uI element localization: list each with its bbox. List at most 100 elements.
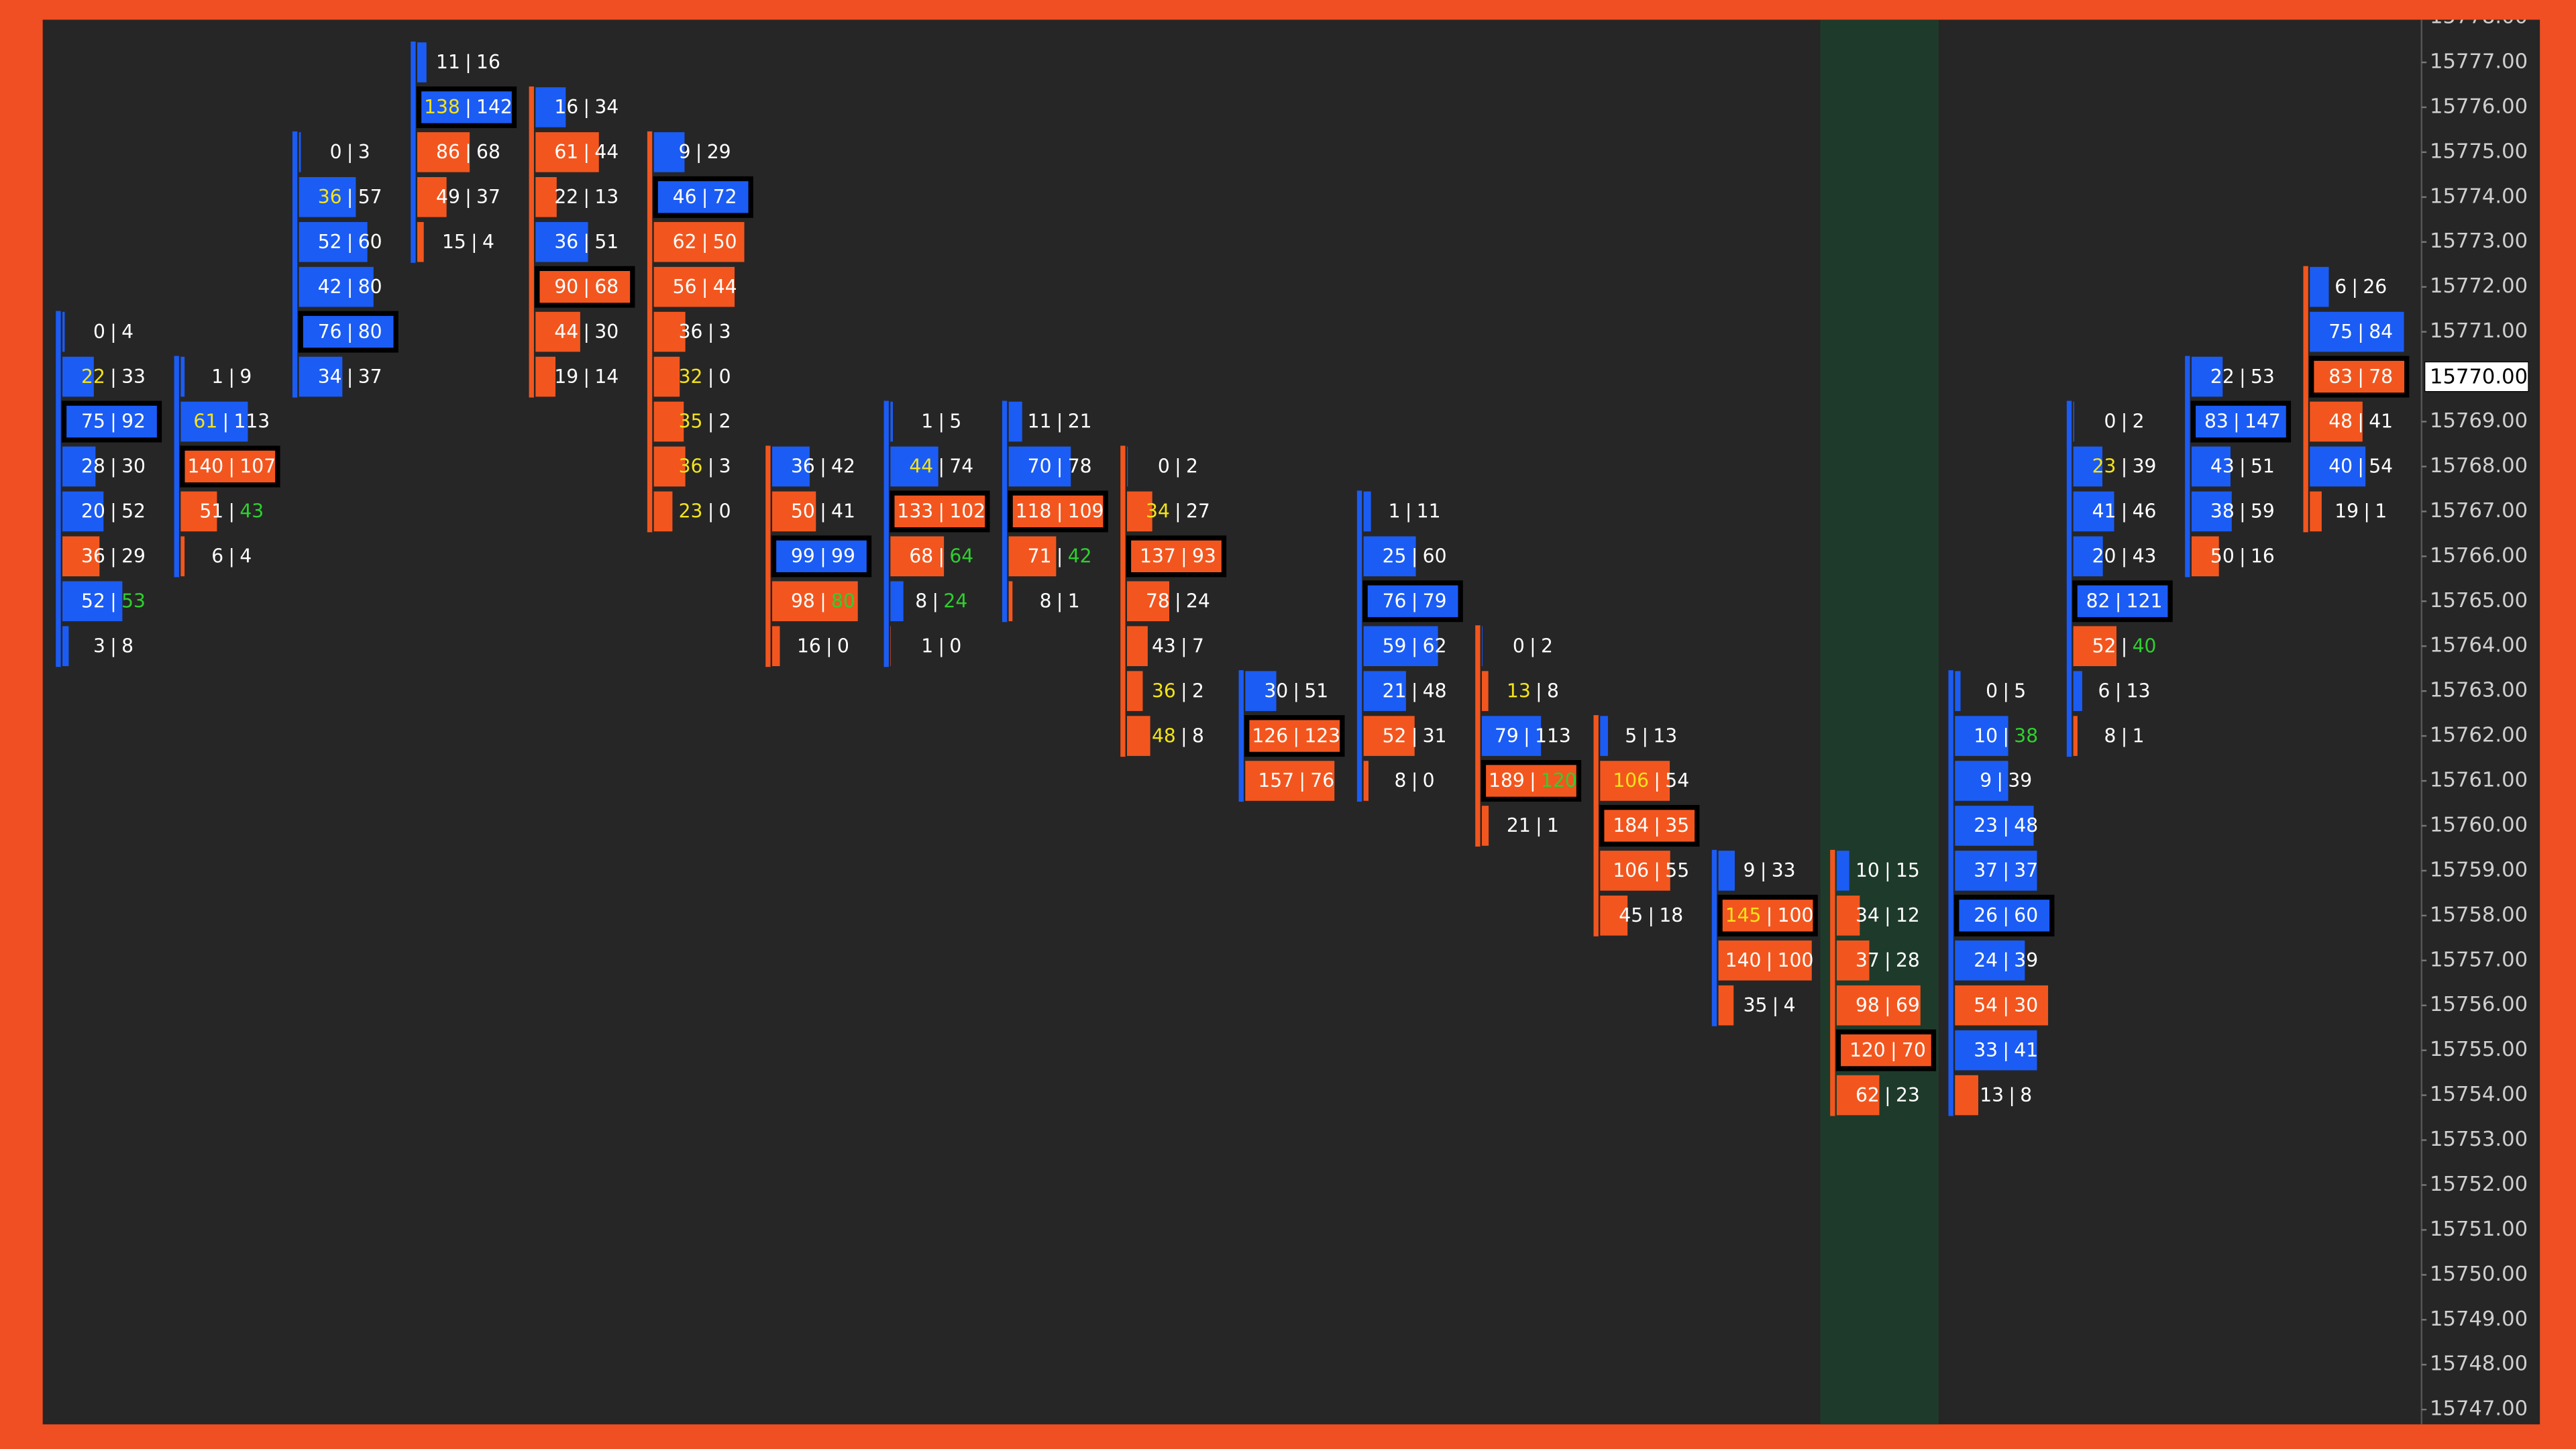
separator: | <box>1529 769 1536 792</box>
volume-cell <box>1955 1075 1978 1116</box>
ask-volume: 2 <box>1186 455 1198 478</box>
bid-volume: 19 <box>554 366 578 388</box>
ask-volume: 80 <box>358 276 382 298</box>
volume-cell <box>1127 671 1143 711</box>
cell-label: 48 | 8 <box>1152 724 1204 747</box>
cell-label: 49 | 37 <box>436 186 500 208</box>
separator: | <box>1293 680 1299 702</box>
cell-label: 26 | 60 <box>1974 904 2038 926</box>
volume-cell <box>772 446 810 487</box>
cell-label: 21 | 48 <box>1383 680 1447 702</box>
y-tick-label: 15763.00 <box>2430 679 2528 702</box>
cell-label: 140 | 100 <box>1725 949 1814 971</box>
bid-volume: 35 <box>679 411 703 433</box>
cell-label: 106 | 54 <box>1613 769 1689 792</box>
volume-cell <box>417 87 513 127</box>
volume-cell <box>653 266 735 307</box>
cell-label: 52 | 60 <box>318 231 382 253</box>
bid-volume: 28 <box>81 455 105 478</box>
separator: | <box>1175 455 1181 478</box>
bid-volume: 33 <box>1974 1039 1998 1061</box>
cell-label: 45 | 18 <box>1619 904 1683 926</box>
separator: | <box>347 231 354 253</box>
ask-volume: 51 <box>1304 680 1328 702</box>
bid-volume: 83 <box>2204 411 2229 433</box>
candle-wick <box>647 131 653 533</box>
ask-volume: 100 <box>1778 904 1814 926</box>
ask-volume: 59 <box>2251 500 2275 523</box>
cell-label: 71 | 42 <box>1028 545 1092 568</box>
bid-volume: 106 <box>1613 859 1649 881</box>
candle-wick <box>1711 849 1717 1026</box>
cell-label: 9 | 29 <box>679 141 731 163</box>
cell-label: 0 | 2 <box>2104 411 2145 433</box>
volume-cell <box>62 356 94 397</box>
ask-volume: 69 <box>1896 994 1920 1016</box>
bid-volume: 71 <box>1028 545 1052 568</box>
cell-label: 19 | 14 <box>554 366 619 388</box>
poc-box <box>771 535 872 578</box>
ask-volume: 8 <box>121 635 133 657</box>
bid-volume: 8 <box>915 590 927 612</box>
separator: | <box>1654 814 1660 837</box>
bid-volume: 51 <box>199 500 223 523</box>
separator: | <box>1405 500 1412 523</box>
separator: | <box>1411 545 1417 568</box>
cell-label: 61 | 44 <box>554 141 619 163</box>
poc-box <box>2190 400 2292 443</box>
bid-volume: 52 <box>81 590 105 612</box>
separator: | <box>1411 590 1417 612</box>
bid-volume: 48 <box>1152 724 1176 747</box>
bid-volume: 61 <box>554 141 578 163</box>
volume-cell <box>1008 401 1022 442</box>
cell-label: 36 | 42 <box>791 455 855 478</box>
bid-volume: 11 <box>1028 411 1052 433</box>
separator: | <box>2002 680 2009 702</box>
separator: | <box>938 500 945 523</box>
cell-label: 32 | 0 <box>679 366 731 388</box>
ask-volume: 80 <box>358 321 382 343</box>
volume-cell <box>1363 626 1438 666</box>
bid-volume: 26 <box>1974 904 1998 926</box>
separator: | <box>938 455 945 478</box>
volume-cell <box>535 356 556 397</box>
separator: | <box>1181 724 1187 747</box>
bid-volume: 45 <box>1619 904 1643 926</box>
bid-volume: 76 <box>1383 590 1407 612</box>
volume-cell <box>2073 491 2114 532</box>
cell-label: 83 | 78 <box>2328 366 2393 388</box>
ask-volume: 93 <box>1192 545 1216 568</box>
ask-volume: 3 <box>358 141 370 163</box>
cell-label: 59 | 62 <box>1383 635 1447 657</box>
bid-volume: 43 <box>1152 635 1176 657</box>
separator: | <box>2233 411 2240 433</box>
bid-volume: 0 <box>330 141 342 163</box>
y-tick-label: 15761.00 <box>2430 769 2528 792</box>
separator: | <box>1411 635 1417 657</box>
separator: | <box>1760 859 1767 881</box>
ask-volume: 121 <box>2127 590 2163 612</box>
volume-cell <box>2310 401 2363 442</box>
separator: | <box>696 141 702 163</box>
separator: | <box>2008 1084 2015 1106</box>
volume-cell <box>2310 356 2406 397</box>
separator: | <box>1057 500 1063 523</box>
bid-volume: 145 <box>1725 904 1762 926</box>
cell-label: 13 | 8 <box>1980 1084 2032 1106</box>
separator: | <box>708 500 714 523</box>
candle-wick <box>883 400 889 667</box>
volume-cell <box>653 446 686 487</box>
y-tick-label: 15748.00 <box>2430 1352 2528 1376</box>
volume-cell <box>2310 266 2329 307</box>
separator: | <box>702 231 708 253</box>
bid-volume: 75 <box>81 411 105 433</box>
bid-volume: 98 <box>791 590 815 612</box>
bid-volume: 76 <box>318 321 342 343</box>
cell-label: 21 | 1 <box>1507 814 1559 837</box>
volume-cell <box>2191 491 2232 532</box>
cell-label: 52 | 53 <box>81 590 146 612</box>
separator: | <box>1884 949 1890 971</box>
cell-label: 54 | 30 <box>1974 994 2038 1016</box>
ask-volume: 35 <box>1665 814 1689 837</box>
ask-volume: 13 <box>1653 724 1677 747</box>
